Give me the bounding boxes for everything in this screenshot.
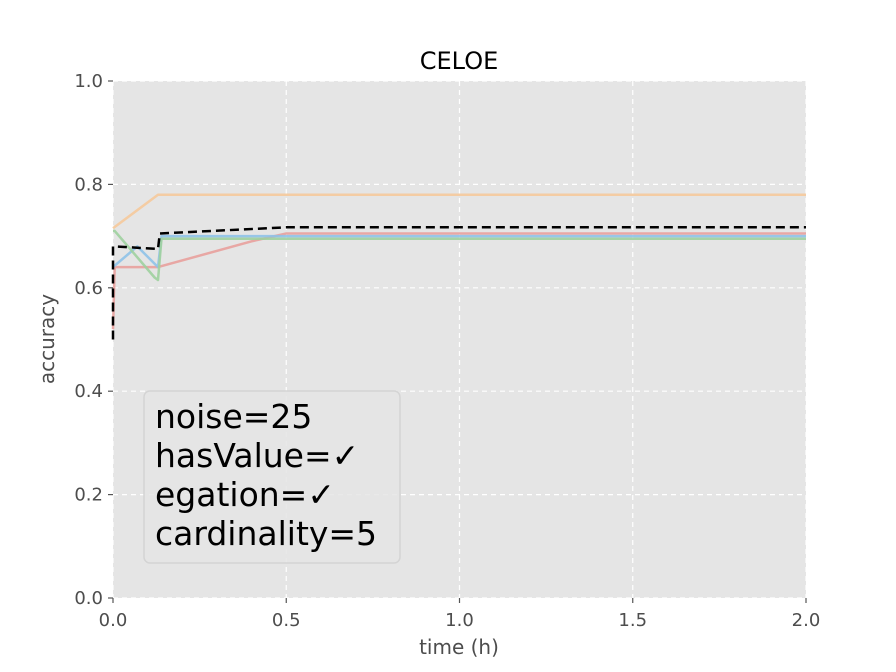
annotation-hasvalue: hasValue=✓ <box>155 436 359 475</box>
series-run-orange <box>112 193 806 230</box>
y-tick-label-0: 0.0 <box>74 588 103 609</box>
x-tick-label-1: 0.5 <box>272 610 301 631</box>
series-group <box>111 193 806 340</box>
x-axis-label: time (h) <box>419 635 499 659</box>
x-tick-label-4: 2.0 <box>792 610 821 631</box>
y-tick-label-4: 0.8 <box>74 174 103 195</box>
y-tick-label-3: 0.6 <box>74 278 103 299</box>
series-run-green <box>113 229 806 282</box>
annotation-cardinality: cardinality=5 <box>155 514 377 553</box>
x-tick-label-3: 1.5 <box>618 610 647 631</box>
series-run-red <box>111 232 806 330</box>
y-axis-label: accuracy <box>35 294 59 384</box>
y-tick-label-5: 1.0 <box>74 71 103 92</box>
axis-ticks: 0.0 0.5 1.0 1.5 2.0 0.0 0.2 0.4 0.6 0.8 1.0 <box>74 71 820 631</box>
series-mean <box>111 226 806 340</box>
x-tick-label-2: 1.0 <box>445 610 474 631</box>
y-tick-label-1: 0.2 <box>74 485 103 506</box>
x-tick-label-0: 0.0 <box>99 610 128 631</box>
annotation-negation: egation=✓ <box>155 475 335 514</box>
annotation-noise: noise=25 <box>155 397 312 436</box>
annotation-frame <box>143 390 401 564</box>
annotation-box: noise=25 hasValue=✓ egation=✓ cardinalit… <box>143 390 401 564</box>
y-tick-label-2: 0.4 <box>74 381 103 402</box>
chart-title: CELOE <box>420 47 499 75</box>
